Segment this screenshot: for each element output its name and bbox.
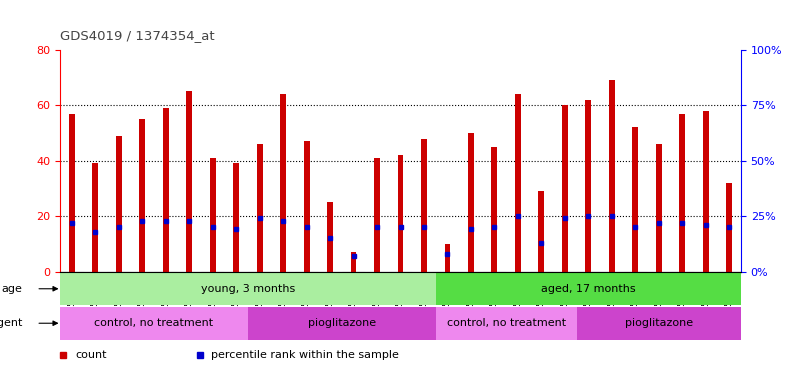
Bar	[92, 164, 99, 271]
Bar	[702, 111, 709, 271]
Text: GDS4019 / 1374354_at: GDS4019 / 1374354_at	[60, 29, 215, 42]
Text: young, 3 months: young, 3 months	[201, 284, 295, 294]
Bar	[60, 307, 248, 340]
Text: agent: agent	[0, 318, 22, 328]
Bar	[492, 147, 497, 271]
Bar	[327, 202, 333, 271]
Bar	[163, 108, 169, 271]
Bar	[139, 119, 145, 271]
Text: percentile rank within the sample: percentile rank within the sample	[211, 350, 399, 360]
Bar	[351, 252, 356, 271]
Bar	[538, 191, 545, 271]
Bar	[562, 105, 568, 271]
Text: control, no treatment: control, no treatment	[447, 318, 566, 328]
Bar	[609, 80, 614, 271]
Bar	[727, 183, 732, 271]
Text: aged, 17 months: aged, 17 months	[541, 284, 636, 294]
Text: count: count	[75, 350, 107, 360]
Text: age: age	[2, 284, 22, 294]
Bar	[436, 272, 741, 305]
Bar	[304, 141, 309, 271]
Bar	[445, 244, 450, 271]
Bar	[248, 307, 436, 340]
Bar	[60, 272, 436, 305]
Bar	[397, 155, 404, 271]
Bar	[436, 307, 577, 340]
Bar	[421, 139, 427, 271]
Bar	[69, 114, 74, 271]
Text: control, no treatment: control, no treatment	[95, 318, 214, 328]
Bar	[256, 144, 263, 271]
Bar	[586, 100, 591, 271]
Bar	[679, 114, 685, 271]
Bar	[577, 307, 741, 340]
Bar	[515, 94, 521, 271]
Text: pioglitazone: pioglitazone	[308, 318, 376, 328]
Bar	[468, 133, 474, 271]
Bar	[656, 144, 662, 271]
Bar	[187, 91, 192, 271]
Bar	[233, 164, 239, 271]
Bar	[280, 94, 286, 271]
Bar	[374, 158, 380, 271]
Bar	[116, 136, 122, 271]
Text: pioglitazone: pioglitazone	[625, 318, 693, 328]
Bar	[632, 127, 638, 271]
Bar	[210, 158, 215, 271]
